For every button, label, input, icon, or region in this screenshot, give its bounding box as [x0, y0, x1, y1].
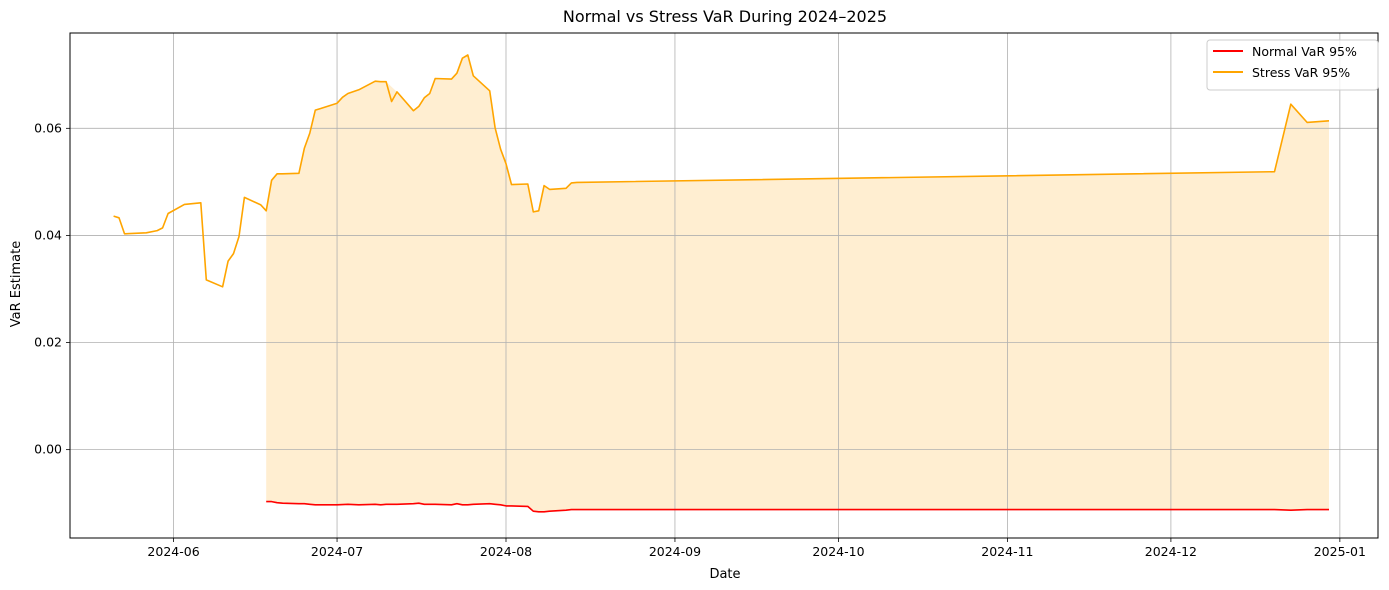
y-tick-label: 0.06 — [34, 120, 62, 135]
plot-frame — [69, 32, 1379, 539]
legend-label-normal: Normal VaR 95% — [1252, 44, 1357, 59]
x-tick-label: 2024-09 — [649, 544, 701, 559]
chart-title: Normal vs Stress VaR During 2024–2025 — [563, 7, 887, 26]
y-tick-label: 0.04 — [34, 227, 62, 242]
x-tick-label: 2024-06 — [147, 544, 199, 559]
x-tick-label: 2024-07 — [311, 544, 363, 559]
x-tick-label: 2024-12 — [1145, 544, 1197, 559]
x-tick-label: 2025-01 — [1314, 544, 1366, 559]
legend: Normal VaR 95% Stress VaR 95% — [1206, 39, 1379, 91]
series-line-normal — [266, 500, 1329, 513]
x-tick-label: 2024-11 — [981, 544, 1033, 559]
legend-box — [1206, 39, 1379, 91]
y-axis-label: VaR Estimate — [9, 241, 24, 327]
y-tick-label: 0.00 — [34, 442, 62, 457]
series-layer — [113, 54, 1330, 513]
stress-normal-gap-fill — [266, 55, 1330, 512]
series-line-stress — [113, 54, 1330, 288]
grid-layer — [70, 33, 1378, 538]
y-axis: 0.00 0.02 0.04 0.06 — [34, 120, 70, 457]
x-tick-label: 2024-10 — [812, 544, 864, 559]
fill-region-layer — [266, 55, 1330, 512]
y-tick-label: 0.02 — [34, 335, 62, 350]
plot-area — [69, 32, 1379, 539]
x-axis: 2024-06 2024-07 2024-08 2024-09 2024-10 2024-… — [147, 538, 1366, 559]
x-axis-label: Date — [709, 567, 740, 582]
x-tick-label: 2024-08 — [480, 544, 532, 559]
legend-label-stress: Stress VaR 95% — [1252, 65, 1350, 80]
